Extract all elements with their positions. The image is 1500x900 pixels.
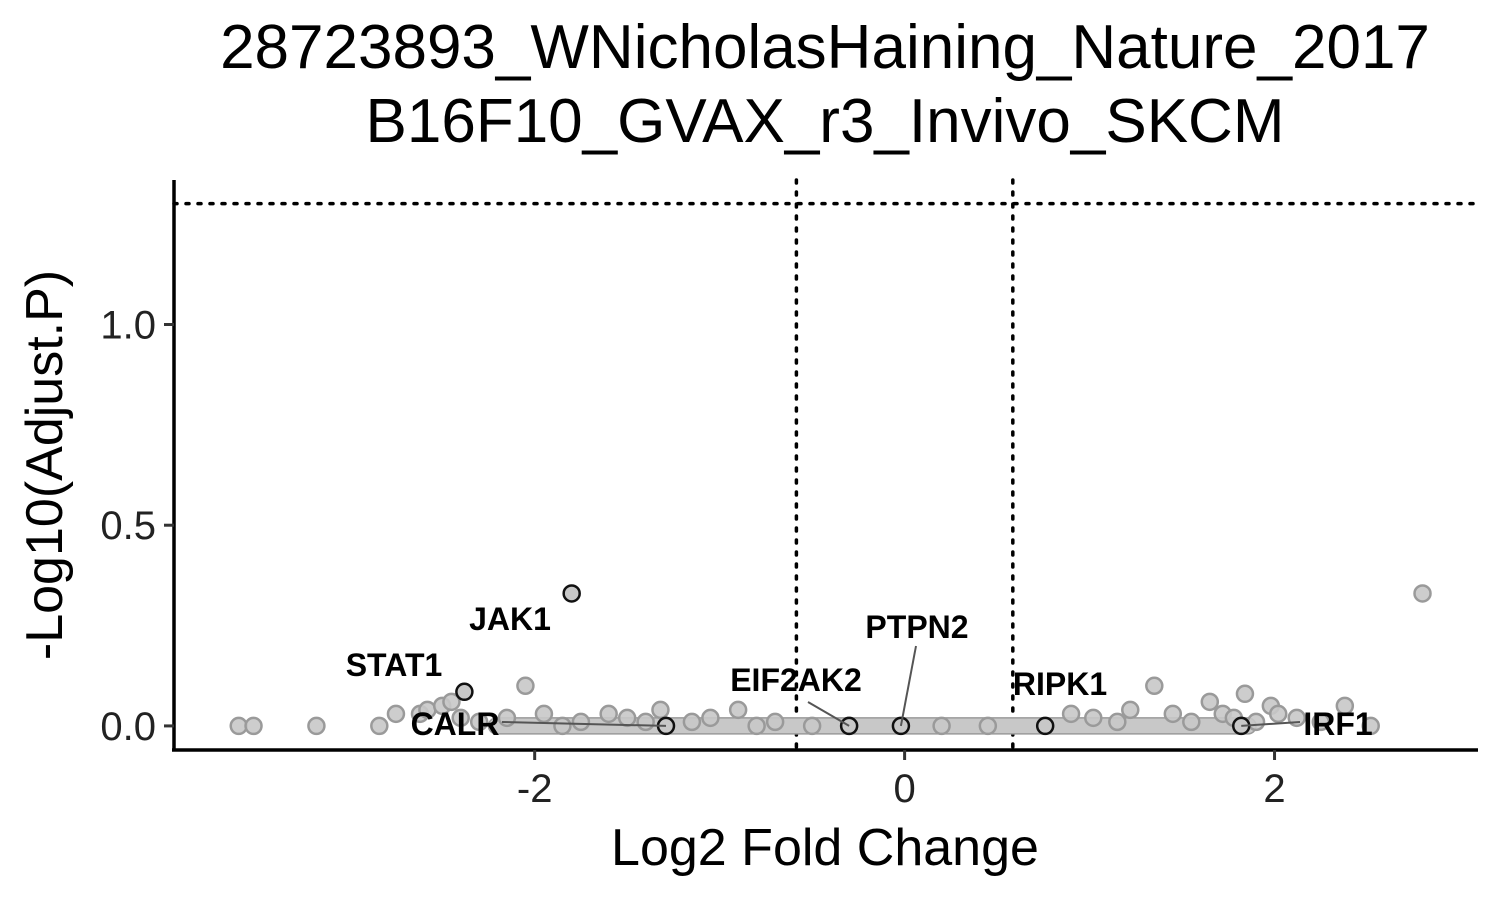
- data-point: [765, 712, 785, 732]
- highlighted-point: [1035, 716, 1055, 736]
- gene-label: IRF1: [1303, 706, 1372, 742]
- x-axis-title: Log2 Fold Change: [611, 819, 1039, 877]
- data-point: [1163, 704, 1183, 724]
- data-point: [1361, 716, 1380, 736]
- data-point: [599, 704, 618, 724]
- data-point: [728, 700, 748, 720]
- x-tick-label: -2: [517, 767, 553, 811]
- data-point: [747, 716, 766, 736]
- data-point: [701, 708, 720, 728]
- data-point: [932, 716, 951, 736]
- data-point: [534, 704, 554, 724]
- highlighted-point: [455, 682, 474, 702]
- data-point: [307, 716, 326, 736]
- data-points: [229, 584, 1432, 736]
- gene-label: EIF2AK2: [730, 662, 862, 698]
- gene-label: CALR: [411, 706, 500, 742]
- y-tick-label: 1.0: [100, 304, 156, 348]
- data-point: [1413, 584, 1432, 603]
- gene-label: PTPN2: [865, 609, 968, 645]
- threshold-lines: [172, 178, 1480, 752]
- data-point: [571, 712, 591, 732]
- label-connector-line: [807, 701, 850, 727]
- gene-label: STAT1: [346, 647, 443, 683]
- data-point: [370, 716, 389, 736]
- data-point: [553, 716, 572, 736]
- data-point: [1235, 684, 1255, 704]
- highlighted-points: [455, 584, 1251, 736]
- data-point: [469, 712, 489, 732]
- data-point: [386, 704, 406, 724]
- gene-label: JAK1: [469, 601, 551, 637]
- data-point: [651, 700, 670, 720]
- axes: -2 0 2 0.0 0.5 1.0: [100, 180, 1478, 811]
- x-tick-label: 2: [1263, 767, 1285, 811]
- data-point: [516, 676, 535, 696]
- gene-label: RIPK1: [1013, 666, 1107, 702]
- chart-title: 28723893_WNicholasHaining_Nature_2017: [220, 13, 1430, 82]
- data-point: [1335, 696, 1355, 716]
- data-point: [244, 716, 263, 736]
- data-point: [682, 712, 702, 732]
- y-tick-label: 0.5: [100, 504, 156, 548]
- chart-subtitle: B16F10_GVAX_r3_Invivo_SKCM: [365, 87, 1285, 156]
- label-connector-line: [501, 721, 667, 727]
- y-tick-label: 0.0: [100, 705, 156, 749]
- label-connector-line: [1241, 721, 1301, 727]
- data-point: [636, 712, 655, 732]
- data-point: [1246, 712, 1266, 732]
- data-point: [442, 692, 461, 712]
- x-tick-label: 0: [893, 767, 915, 811]
- data-point: [1061, 704, 1081, 724]
- data-point: [802, 716, 822, 736]
- data-point: [1108, 712, 1127, 732]
- data-point: [978, 716, 998, 736]
- data-point: [1200, 692, 1220, 712]
- data-point: [1121, 700, 1140, 720]
- data-point: [617, 708, 637, 728]
- data-point: [1311, 712, 1331, 732]
- label-connector-line: [899, 645, 917, 727]
- data-point: [1084, 708, 1103, 728]
- data-point: [1268, 704, 1288, 724]
- y-axis-title: -Log10(Adjust.P): [16, 270, 74, 660]
- data-point: [1145, 676, 1164, 696]
- data-point: [497, 708, 517, 728]
- data-point: [1182, 712, 1201, 732]
- data-point: [451, 708, 470, 728]
- highlighted-point: [562, 584, 581, 603]
